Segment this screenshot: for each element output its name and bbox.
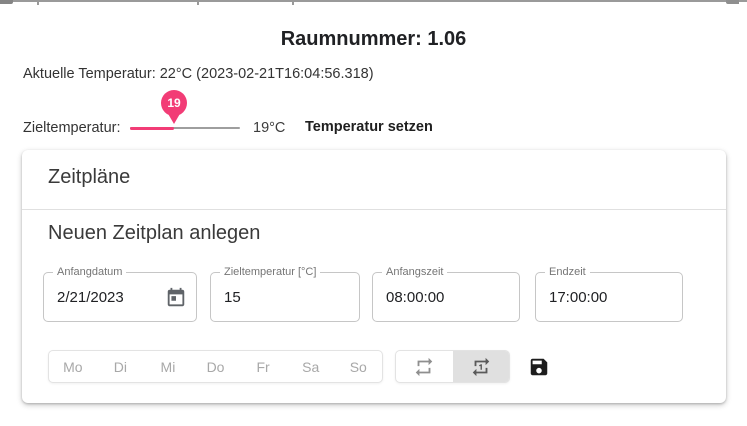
repeat-one-icon[interactable] [452,351,509,382]
target-temp-field-label: Zieltemperatur [°C] [220,266,321,278]
window-top-corner-left [0,0,13,4]
set-temperature-button[interactable]: Temperatur setzen [297,114,441,140]
window-top-corner-right [726,0,739,4]
weekday-toggle-mi[interactable]: Mi [144,351,192,382]
weekday-toggle-so[interactable]: So [334,351,382,382]
schedules-title: Zeitpläne [48,166,131,188]
end-time-label: Endzeit [545,266,590,278]
end-time-field[interactable]: Endzeit 17:00:00 [535,266,683,322]
divider [22,209,726,210]
weekday-toggle-mo[interactable]: Mo [49,351,97,382]
start-time-value[interactable]: 08:00:00 [386,289,445,306]
current-temperature-text: Aktuelle Temperatur: 22°C (2023-02-21T16… [23,66,374,82]
repeat-toggle-group [395,350,510,383]
start-date-field[interactable]: Anfangdatum 2/21/2023 [43,266,197,322]
repeat-icon[interactable] [396,351,453,382]
new-schedule-title: Neuen Zeitplan anlegen [48,222,261,244]
slider-fill [130,126,174,130]
target-temp-field[interactable]: Zieltemperatur [°C] 15 [210,266,360,322]
weekday-toggle-group: Mo Di Mi Do Fr Sa So [48,350,383,383]
schedules-card: Zeitpläne Neuen Zeitplan anlegen Anfangd… [22,150,726,403]
page-title: Raumnummer: 1.06 [280,28,467,50]
start-time-label: Anfangszeit [382,266,448,278]
target-temp-field-value[interactable]: 15 [224,289,241,306]
window-top-notch [37,0,39,5]
window-top-notch [197,0,199,5]
calendar-icon[interactable] [165,287,187,309]
weekday-toggle-do[interactable]: Do [192,351,240,382]
slider-thumb-label[interactable]: 19 [161,90,187,116]
start-time-field[interactable]: Anfangszeit 08:00:00 [372,266,520,322]
window-top-notch [292,0,294,5]
target-temperature-value: 19°C [253,120,286,136]
start-date-label: Anfangdatum [53,266,127,278]
save-icon[interactable] [525,353,553,381]
window-top-border [0,0,747,2]
weekday-toggle-di[interactable]: Di [97,351,145,382]
start-date-value[interactable]: 2/21/2023 [57,289,124,306]
weekday-toggle-fr[interactable]: Fr [239,351,287,382]
weekday-toggle-sa[interactable]: Sa [287,351,335,382]
target-temperature-label: Zieltemperatur: [23,120,121,136]
slider-track[interactable] [130,127,240,129]
end-time-value[interactable]: 17:00:00 [549,289,608,306]
target-temperature-slider[interactable]: 19 [130,90,240,138]
